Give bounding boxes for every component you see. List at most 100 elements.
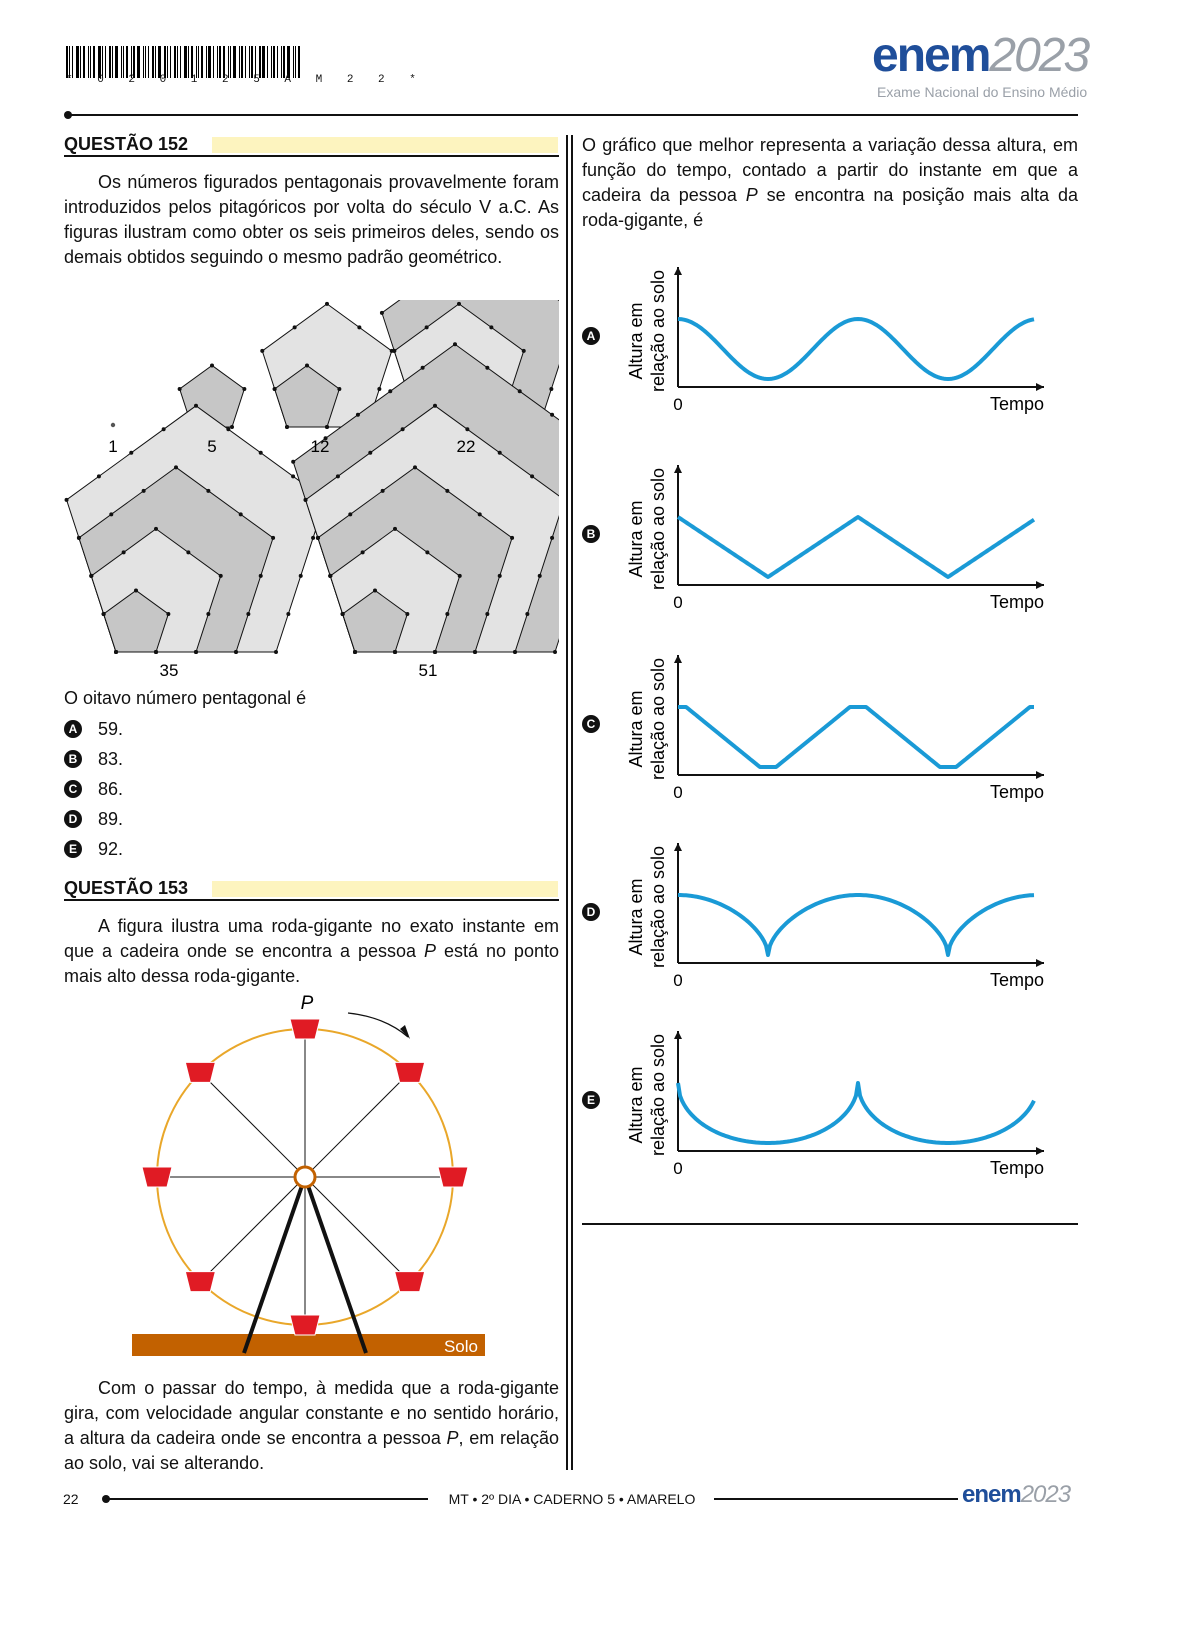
column-divider-right [571, 135, 573, 1470]
figure-dot [271, 535, 276, 540]
graph-x-label: Tempo [990, 782, 1044, 802]
barcode-bar [241, 46, 243, 78]
barcode-bar [145, 46, 146, 78]
figure-dot [230, 425, 234, 429]
q152-option-b[interactable]: B 83. [64, 744, 123, 774]
rotation-arrow [347, 1012, 409, 1038]
column-end-rule [582, 1223, 1078, 1225]
barcode-bar [148, 46, 149, 78]
pentagon-layer [274, 364, 340, 428]
y-axis-arrow [674, 1031, 682, 1039]
barcode [66, 40, 306, 78]
pentagonal-figures: 1 5 12 22 35 51 [64, 300, 559, 680]
figure-dot [485, 365, 490, 370]
graph-option-d[interactable]: D 0 Tempo Altura em relação ao solo [582, 831, 1078, 1001]
figure-dot [445, 488, 450, 493]
barcode-bar [164, 46, 166, 78]
barcode-bar [206, 46, 207, 78]
graph-letter: B [582, 525, 600, 543]
fig-label-51: 51 [419, 661, 438, 680]
barcode-bar [281, 46, 282, 78]
figure-dot [380, 488, 385, 493]
figure-dot [194, 403, 198, 408]
wheel-cabin [394, 1061, 426, 1083]
graph-y-label-line1: Altura em [626, 690, 646, 767]
figure-dot [530, 474, 535, 479]
q152-option-e[interactable]: E 92. [64, 834, 123, 864]
barcode-bar [262, 46, 265, 78]
fig-label-22: 22 [457, 437, 476, 456]
q152-option-c[interactable]: C 86. [64, 774, 123, 804]
figure-dot [238, 512, 243, 517]
wheel-spoke [199, 1176, 306, 1283]
graph-option-e[interactable]: E 0 Tempo Altura em relação ao solo [582, 1019, 1078, 1189]
person-p-label: P [301, 993, 314, 1014]
wheel-cabin [289, 1018, 321, 1040]
q152-title-bar [212, 137, 558, 153]
option-text: 86. [98, 778, 124, 799]
figure-dot [485, 611, 490, 616]
barcode-bar [137, 46, 140, 78]
barcode-bar [170, 46, 171, 78]
barcode-bar [177, 46, 178, 78]
figure-dot [465, 427, 470, 432]
figure-dot [405, 611, 410, 616]
figure-dot [453, 342, 457, 347]
barcode-bar [287, 46, 290, 78]
barcode-bar [167, 46, 168, 78]
pentagon-12 [260, 301, 394, 429]
figure-dot [357, 325, 362, 330]
q153-stem: O gráfico que melhor representa a variaç… [582, 133, 1078, 233]
fig-label-35: 35 [160, 661, 179, 680]
barcode-text: * 0 2 0 1 2 5 A M 2 2 * [66, 74, 425, 86]
height-time-graph: 0 Tempo Altura em relação ao solo [626, 267, 1044, 414]
barcode-bar [143, 46, 144, 78]
barcode-bar [152, 46, 154, 78]
figure-dot [194, 650, 198, 654]
figure-dot [337, 386, 342, 391]
barcode-bar [112, 46, 113, 78]
ferris-wheel: Solo P [132, 993, 485, 1356]
graph-option-a[interactable]: A 0 Tempo Altura em relação ao solo [582, 255, 1078, 425]
graph-origin-label: 0 [673, 395, 682, 414]
q153-stem-p: P [745, 185, 758, 205]
footer-center-text: MT • 2º DIA • CADERNO 5 • AMARELO [448, 1491, 696, 1507]
logo-word: enem [872, 29, 991, 82]
barcode-bar [83, 46, 85, 78]
figure-dot [335, 474, 340, 479]
graph-option-b[interactable]: B 0 Tempo Altura em relação ao solo [582, 453, 1078, 623]
figure-dot [340, 611, 345, 616]
height-curve [677, 317, 1035, 381]
q152-option-d[interactable]: D 89. [64, 804, 123, 834]
figure-dot [353, 650, 357, 654]
figure-dot [242, 386, 247, 391]
figure-dot [291, 459, 296, 464]
graph-letter: A [582, 327, 600, 345]
barcode-bar [105, 46, 106, 78]
enem-logo: enem2023 [872, 28, 1090, 83]
figure-dot [64, 497, 69, 502]
figure-dot [424, 325, 429, 330]
figure-dot [413, 465, 417, 470]
figure-dot [433, 403, 437, 408]
figure-dot [206, 611, 211, 616]
y-axis-arrow [674, 465, 682, 473]
graph-y-label-line2: relação ao solo [648, 658, 668, 780]
graph-y-label-line1: Altura em [626, 302, 646, 379]
wheel-cabin [184, 1271, 216, 1293]
logo-subtitle: Exame Nacional do Ensino Médio [877, 84, 1088, 100]
option-letter: B [64, 750, 82, 768]
logo-year: 2023 [989, 29, 1090, 82]
figure-dot [325, 425, 329, 429]
barcode-bar [273, 46, 275, 78]
figure-dot [109, 512, 114, 517]
barcode-bar [109, 46, 111, 78]
q152-option-a[interactable]: A 59. [64, 714, 123, 744]
graph-option-c[interactable]: C 0 Tempo Altura em relação ao solo [582, 643, 1078, 813]
graph-origin-label: 0 [673, 1159, 682, 1178]
figure-dot [177, 386, 182, 391]
wheel-cabin [141, 1166, 173, 1188]
barcode-bar [295, 46, 296, 78]
barcode-bar [255, 46, 256, 78]
wheel-cabin [289, 1314, 321, 1336]
